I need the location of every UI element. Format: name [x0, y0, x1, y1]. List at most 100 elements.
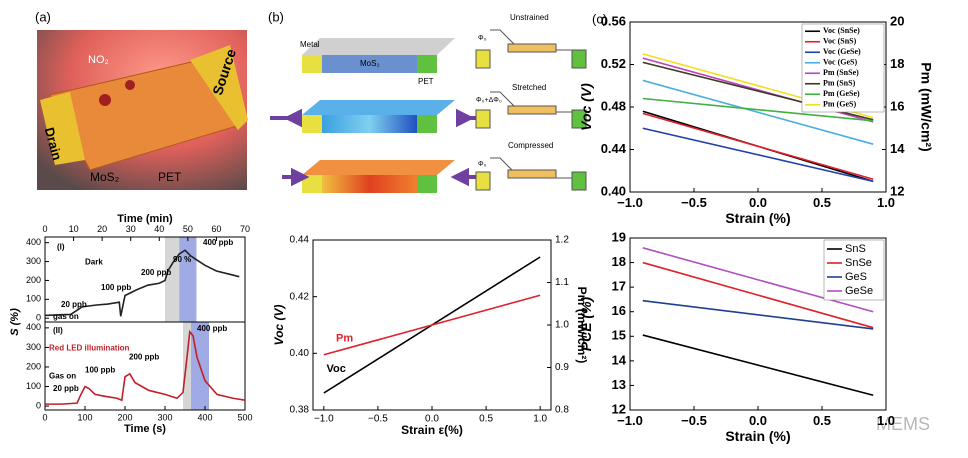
x-axis-label: Strain (%) — [725, 210, 790, 226]
y-tick-label: 0.52 — [601, 56, 626, 71]
watermark: MEMS — [876, 414, 930, 434]
plot-frame — [44, 236, 246, 323]
x-tick-label: −0.5 — [681, 413, 707, 428]
label-unstrained: Unstrained — [510, 13, 549, 22]
x-tick-label: −0.5 — [368, 414, 388, 425]
y-tick-label: 300 — [26, 256, 41, 266]
y-tick-label: 0 — [36, 313, 41, 323]
y-axis-label: Voc (V) — [272, 305, 286, 346]
y-tick-label: 0 — [36, 400, 41, 410]
y-tick-label: 0.38 — [290, 405, 310, 416]
y-tick-label: 14 — [612, 352, 627, 367]
series-line — [642, 127, 874, 183]
x-tick-label: −1.0 — [617, 413, 643, 428]
y-tick-label: 100 — [26, 294, 41, 304]
x-tick-label: 0.0 — [425, 414, 439, 425]
y-tick-label: 200 — [26, 361, 41, 371]
series-line — [642, 97, 874, 122]
y-tick-label: 18 — [612, 254, 626, 269]
y-tick-label: 0.44 — [290, 235, 310, 246]
panel-label: (c) — [592, 11, 607, 26]
series-line — [44, 249, 240, 317]
shaded-band — [183, 322, 191, 410]
x-tick-label: 0.5 — [479, 414, 493, 425]
plot-frame — [44, 321, 246, 411]
y2-tick-label: 0.9 — [555, 362, 569, 373]
y2-axis-label: Pm (mW/cm²) — [918, 62, 934, 151]
x-tick-label: 10 — [69, 224, 79, 234]
legend-label: Pm (SnSe) — [823, 68, 859, 77]
x-tick-label: 100 — [77, 412, 92, 422]
legend-label: GeSe — [845, 285, 873, 297]
label-metal: Metal — [300, 40, 320, 49]
series-line — [323, 294, 541, 356]
annotation: 100 ppb — [101, 283, 131, 292]
shaded-band — [165, 237, 180, 322]
legend-label: Pm (GeS) — [823, 100, 856, 109]
annotation: gas on — [53, 312, 79, 321]
y-tick-label: 0.40 — [290, 348, 310, 359]
y-tick-label: 15 — [612, 328, 626, 343]
x-tick-label: 500 — [237, 412, 252, 422]
legend-label: Voc (SnSe) — [823, 26, 860, 35]
annotation: 400 ppb — [197, 324, 227, 333]
legend-box — [801, 23, 885, 113]
annotation: Red LED illumination — [49, 344, 130, 353]
x-tick-label: −0.5 — [681, 195, 707, 210]
label-no2: NO₂ — [88, 54, 109, 66]
annotation: 20 ppb — [61, 300, 87, 309]
y-tick-label: 100 — [26, 381, 41, 391]
x-tick-label: 20 — [97, 224, 107, 234]
legend-label: Voc (GeS) — [823, 58, 857, 67]
series-line — [45, 329, 246, 405]
y2-tick-label: 18 — [890, 56, 904, 71]
annotation: (II) — [53, 326, 63, 335]
x-tick-label: 60 — [211, 224, 221, 234]
x-tick-label: 400 — [197, 412, 212, 422]
annotation: 20 ppb — [53, 384, 79, 393]
x-axis-label: Time (min) — [117, 213, 173, 225]
annotation: 400 ppb — [203, 238, 233, 247]
y2-tick-label: 1.2 — [555, 235, 569, 246]
series-line — [642, 299, 874, 330]
series-line — [642, 334, 874, 397]
x-tick-label: 70 — [240, 224, 250, 234]
y-tick-label: 400 — [26, 237, 41, 247]
label-pet: PET — [158, 170, 182, 184]
shaded-band — [179, 237, 197, 322]
x-axis-label: Time (s) — [124, 423, 166, 435]
x-axis-label: Strain (%) — [725, 428, 790, 444]
illustration-b — [270, 29, 587, 193]
x-tick-label: 40 — [154, 224, 164, 234]
y2-tick-label: 0.8 — [555, 405, 569, 416]
panel-label: (b) — [268, 9, 284, 24]
annotation: 200 ppb — [141, 268, 171, 277]
y-axis-label: Voc (V) — [578, 83, 594, 131]
illustration-a — [37, 30, 248, 190]
y2-tick-label: 14 — [890, 141, 905, 156]
y-tick-label: 19 — [612, 229, 626, 244]
legend-label: Pm (SnS) — [823, 79, 856, 88]
y-axis-label: S (%) — [9, 308, 21, 336]
y2-tick-label: 12 — [890, 183, 904, 198]
x-tick-label: −1.0 — [314, 414, 334, 425]
y-tick-label: 300 — [26, 342, 41, 352]
legend-box — [823, 239, 885, 301]
x-tick-label: 1.0 — [877, 195, 895, 210]
y-tick-label: 16 — [612, 303, 626, 318]
y2-tick-label: 1.0 — [555, 320, 569, 331]
legend-label: Voc (GeSe) — [823, 47, 861, 56]
label-phi: Φ₀+ΔΦ₀ — [476, 97, 502, 104]
label-compressed: Compressed — [508, 141, 553, 150]
annotation: 100 ppb — [85, 366, 115, 375]
y-tick-label: 13 — [612, 377, 626, 392]
x-tick-label: 30 — [126, 224, 136, 234]
x-tick-label: 50 — [183, 224, 193, 234]
y-tick-label: 17 — [612, 279, 626, 294]
label-mos2: MoS₂ — [90, 170, 120, 184]
y-tick-label: 0.48 — [601, 98, 626, 113]
legend-label: SnS — [845, 243, 866, 255]
y2-tick-label: 20 — [890, 13, 904, 28]
x-tick-label: −1.0 — [617, 195, 643, 210]
